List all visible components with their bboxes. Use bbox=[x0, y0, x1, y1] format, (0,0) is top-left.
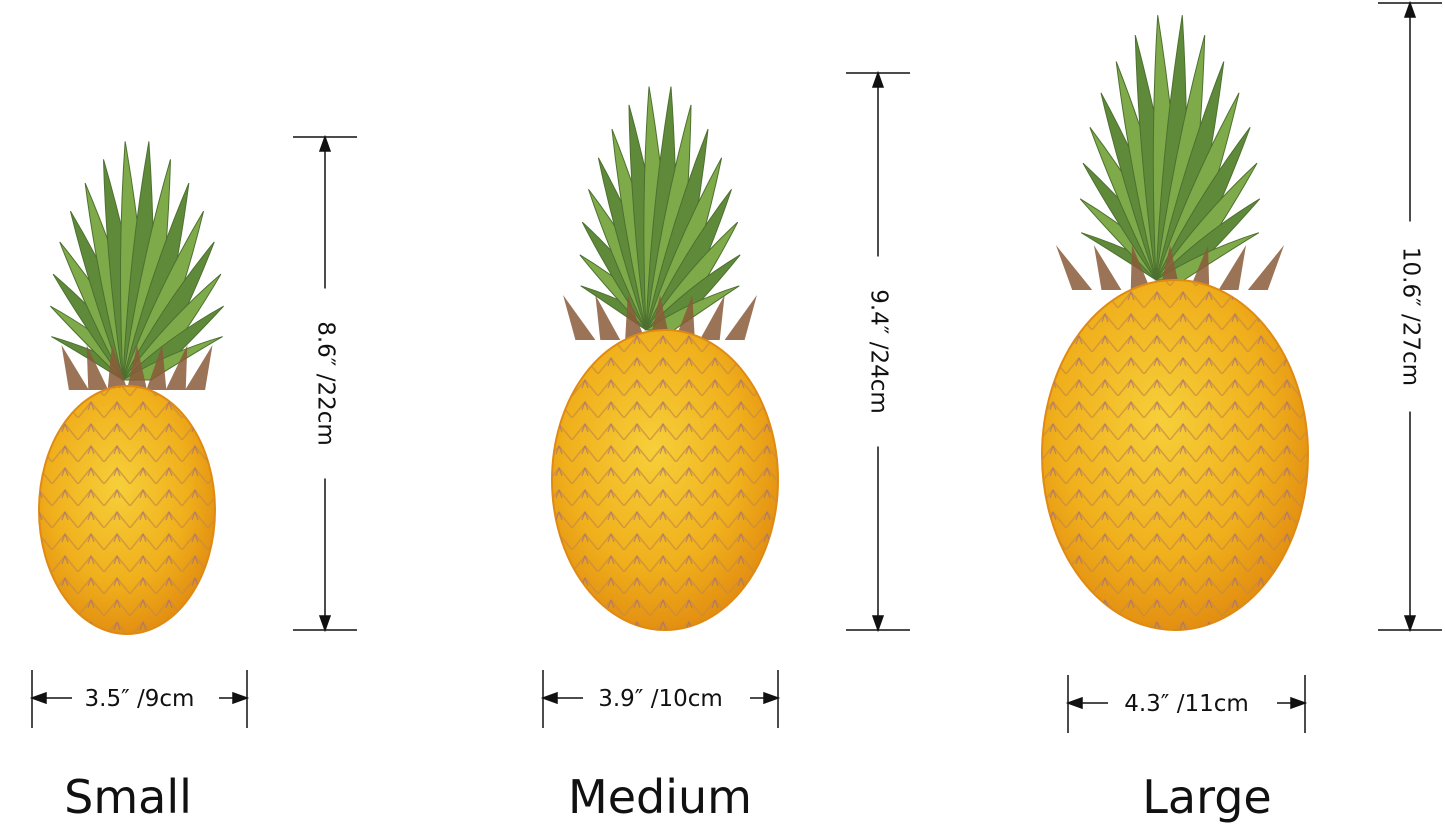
arrow-down-icon bbox=[871, 615, 885, 633]
size-label-medium: Medium bbox=[568, 770, 752, 824]
pineapple-crown bbox=[1055, 15, 1285, 290]
leaf bbox=[121, 336, 223, 381]
pineapple-crown bbox=[50, 141, 224, 390]
bract bbox=[127, 345, 147, 390]
bract bbox=[1160, 245, 1180, 290]
bract bbox=[1189, 245, 1210, 290]
arrow-right-icon bbox=[232, 691, 250, 705]
bract bbox=[650, 295, 670, 340]
pineapple-texture bbox=[39, 386, 215, 634]
size-label-small: Small bbox=[64, 770, 192, 824]
height-label: 8.6″ /22cm bbox=[313, 321, 339, 446]
bract bbox=[1055, 245, 1093, 290]
bract bbox=[86, 345, 109, 390]
bract bbox=[1093, 245, 1122, 290]
width-dimension-small bbox=[29, 670, 250, 728]
height-dimension-small bbox=[293, 134, 357, 633]
pineapple-texture bbox=[552, 330, 778, 630]
bract bbox=[595, 295, 621, 340]
pineapple-crown bbox=[563, 86, 757, 340]
arrow-down-icon bbox=[1403, 615, 1417, 633]
bract bbox=[699, 295, 725, 340]
width-label: 3.9″ /10cm bbox=[598, 686, 723, 712]
pineapple-large bbox=[1041, 15, 1309, 631]
bract bbox=[625, 295, 646, 340]
pineapple-small bbox=[38, 141, 224, 635]
arrow-up-icon bbox=[318, 134, 332, 152]
pineapple-texture bbox=[1042, 280, 1308, 630]
arrow-up-icon bbox=[871, 70, 885, 88]
height-dimension-medium bbox=[846, 70, 910, 633]
bract bbox=[563, 295, 596, 340]
bract bbox=[61, 345, 89, 390]
bract bbox=[724, 295, 757, 340]
width-dimension-large bbox=[1065, 675, 1308, 733]
arrow-left-icon bbox=[1065, 696, 1083, 710]
width-label: 4.3″ /11cm bbox=[1124, 691, 1249, 717]
pineapple-medium bbox=[551, 86, 779, 631]
arrow-up-icon bbox=[1403, 0, 1417, 18]
bract bbox=[107, 345, 128, 390]
size-label-large: Large bbox=[1142, 770, 1272, 824]
height-label: 10.6″ /27cm bbox=[1398, 247, 1424, 386]
bract bbox=[1247, 245, 1285, 290]
bract bbox=[1218, 245, 1247, 290]
bract bbox=[185, 345, 213, 390]
arrow-left-icon bbox=[29, 691, 47, 705]
height-dimension-large bbox=[1378, 0, 1442, 633]
arrow-right-icon bbox=[763, 691, 781, 705]
bract bbox=[1130, 245, 1151, 290]
arrow-right-icon bbox=[1290, 696, 1308, 710]
width-dimension-medium bbox=[540, 670, 781, 728]
width-label: 3.5″ /9cm bbox=[85, 686, 195, 712]
bract bbox=[165, 345, 188, 390]
arrow-left-icon bbox=[540, 691, 558, 705]
bract bbox=[146, 345, 167, 390]
bract bbox=[674, 295, 695, 340]
arrow-down-icon bbox=[318, 615, 332, 633]
height-label: 9.4″ /24cm bbox=[866, 289, 892, 414]
